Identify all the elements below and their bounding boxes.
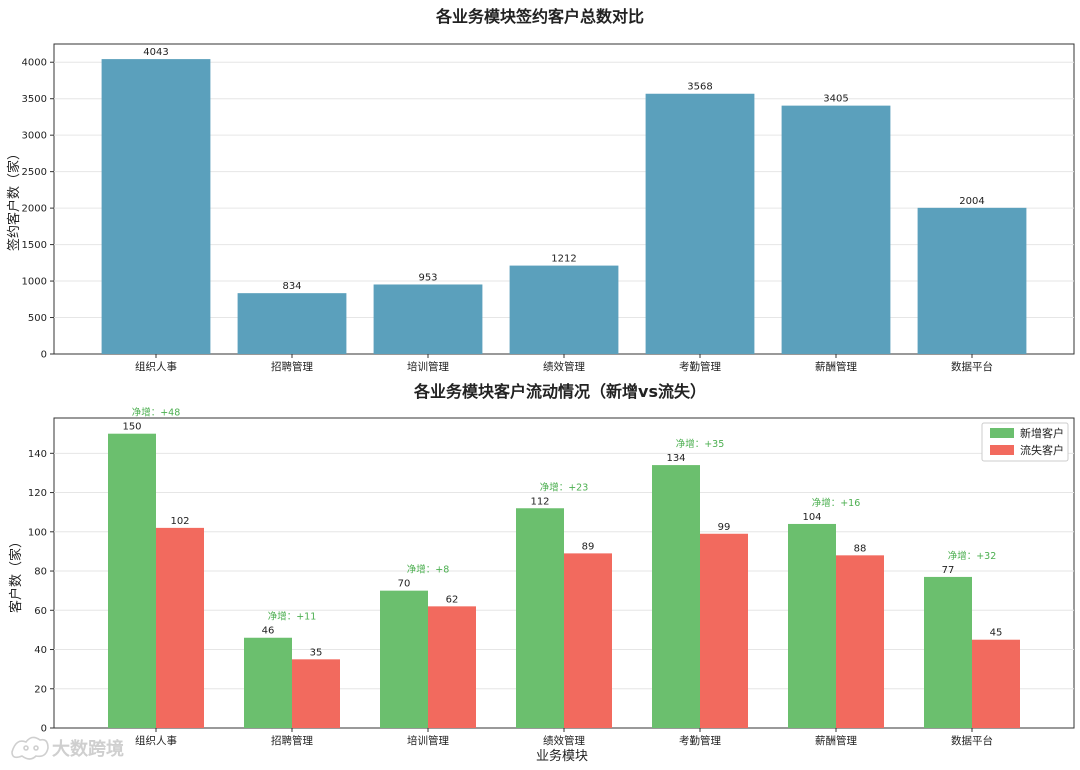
chart1-ytick-label: 4000 (22, 58, 47, 69)
watermark-text: 大数跨境 (52, 738, 124, 760)
chart2-ytick-label: 80 (34, 567, 47, 578)
chart1-category-label: 绩效管理 (543, 360, 585, 373)
chart2-value-label-new: 46 (262, 626, 275, 637)
chart2-value-label-lost: 35 (310, 647, 323, 658)
chart2-bar-new (924, 576, 972, 728)
chart1-value-label: 3568 (687, 82, 712, 93)
chart2-category-label: 考勤管理 (679, 734, 721, 747)
chart2-value-label-lost: 102 (170, 516, 189, 527)
chart2-category-label: 培训管理 (407, 734, 449, 747)
chart2-category-label: 招聘管理 (271, 734, 313, 747)
chart2-value-label-new: 134 (666, 453, 685, 464)
chart2-ytick-label: 60 (34, 606, 47, 617)
chart2-value-label-lost: 89 (582, 541, 595, 552)
chart1-category-label: 考勤管理 (679, 360, 721, 373)
chart2-net-annotation: 净增：+48 (132, 407, 181, 419)
chart2-value-label-lost: 99 (718, 522, 731, 533)
chart-customer-flow: 各业务模块客户流动情况（新增vs流失） 0 20 40 60 80 100 120 140 1… (8, 382, 1075, 764)
chart2-net-annotation: 净增：+35 (676, 438, 725, 450)
chart2-net-annotation: 净增：+23 (540, 481, 589, 493)
chart1-bar (917, 207, 1027, 354)
chart1-ytick-label: 2500 (22, 167, 47, 178)
chart1-bar (373, 284, 483, 354)
chart2-bar-new (108, 433, 156, 728)
chart1-ytick-label: 1500 (22, 240, 47, 251)
legend-label-new: 新增客户 (1020, 426, 1064, 440)
chart1-category-label: 数据平台 (951, 360, 993, 373)
chart2-net-annotation: 净增：+16 (812, 497, 861, 509)
chart2-ytick-label: 100 (28, 527, 47, 538)
legend-swatch-new (990, 428, 1014, 438)
chart2-legend: 新增客户 流失客户 (981, 422, 1069, 462)
chart1-title: 各业务模块签约客户总数对比 (435, 7, 644, 26)
chart1-bar (645, 93, 755, 354)
chart2-bar-lost (972, 639, 1020, 728)
chart1-category-label: 招聘管理 (271, 360, 313, 373)
chart2-bar-new (380, 590, 428, 728)
chart2-value-label-new: 104 (802, 512, 821, 523)
chart1-bar (237, 293, 347, 354)
chart2-ytick-label: 120 (28, 488, 47, 499)
chart1-bar (781, 105, 891, 355)
chart2-category-label: 绩效管理 (543, 734, 585, 747)
chart2-ytick-label: 20 (34, 684, 47, 695)
chart1-bar (101, 59, 211, 355)
chart2-bar-new (516, 508, 564, 728)
chart1-bar (509, 265, 619, 354)
chart2-bar-lost (564, 553, 612, 728)
chart2-value-label-new: 77 (942, 565, 955, 576)
chart1-value-label: 834 (282, 281, 301, 292)
chart1-value-label: 3405 (823, 94, 848, 105)
chart1-ytick-label: 500 (28, 313, 47, 324)
chart2-bar-lost (156, 527, 204, 728)
chart2-value-label-new: 70 (398, 579, 411, 590)
chart2-xlabel: 业务模块 (536, 748, 588, 764)
watermark: 大数跨境 (11, 736, 124, 760)
chart1-value-label: 953 (418, 272, 437, 283)
chart1-ylabel: 签约客户数（家） (6, 147, 22, 251)
chart2-net-annotation: 净增：+8 (407, 564, 450, 576)
chart2-bar-new (244, 637, 292, 728)
chart2-ytick-label: 140 (28, 449, 47, 460)
chart1-value-label: 1212 (551, 254, 576, 265)
chart2-net-annotation: 净增：+11 (268, 611, 317, 623)
chart2-value-label-lost: 62 (446, 594, 459, 605)
chart1-value-label: 4043 (143, 47, 168, 58)
chart2-ylabel: 客户数（家） (8, 535, 24, 613)
chart2-bar-new (652, 465, 700, 728)
chart1-ytick-label: 1000 (22, 277, 47, 288)
chart1-ytick-label: 3000 (22, 131, 47, 142)
chart2-bar-lost (700, 533, 748, 728)
legend-label-lost: 流失客户 (1020, 443, 1064, 457)
chart2-net-annotation: 净增：+32 (948, 550, 997, 562)
chart2-value-label-new: 112 (530, 496, 549, 507)
chart2-bar-lost (292, 659, 340, 728)
chart2-bar-lost (836, 555, 884, 728)
chart2-value-label-new: 150 (122, 422, 141, 433)
chart2-value-label-lost: 45 (990, 628, 1003, 639)
chart-signed-customers: 各业务模块签约客户总数对比 0 500 1000 1500 2000 2500 3000 35… (6, 7, 1075, 373)
chart2-bar-lost (428, 606, 476, 728)
chart2-bar-new (788, 523, 836, 728)
watermark-logo-icon (11, 736, 49, 760)
chart1-category-label: 组织人事 (135, 360, 177, 373)
chart1-category-label: 培训管理 (407, 360, 449, 373)
chart1-ytick-label: 3500 (22, 94, 47, 105)
chart2-ytick-label: 0 (41, 724, 47, 735)
chart1-ytick-label: 0 (41, 350, 47, 361)
chart2-category-label: 组织人事 (135, 734, 177, 747)
chart1-value-label: 2004 (959, 196, 984, 207)
chart2-title: 各业务模块客户流动情况（新增vs流失） (413, 382, 706, 401)
legend-swatch-lost (990, 445, 1014, 455)
chart2-category-label: 数据平台 (951, 734, 993, 747)
chart1-ytick-label: 2000 (22, 204, 47, 215)
chart2-ytick-label: 40 (34, 645, 47, 656)
chart2-category-label: 薪酬管理 (815, 734, 857, 747)
chart2-value-label-lost: 88 (854, 543, 867, 554)
chart1-category-label: 薪酬管理 (815, 360, 857, 373)
